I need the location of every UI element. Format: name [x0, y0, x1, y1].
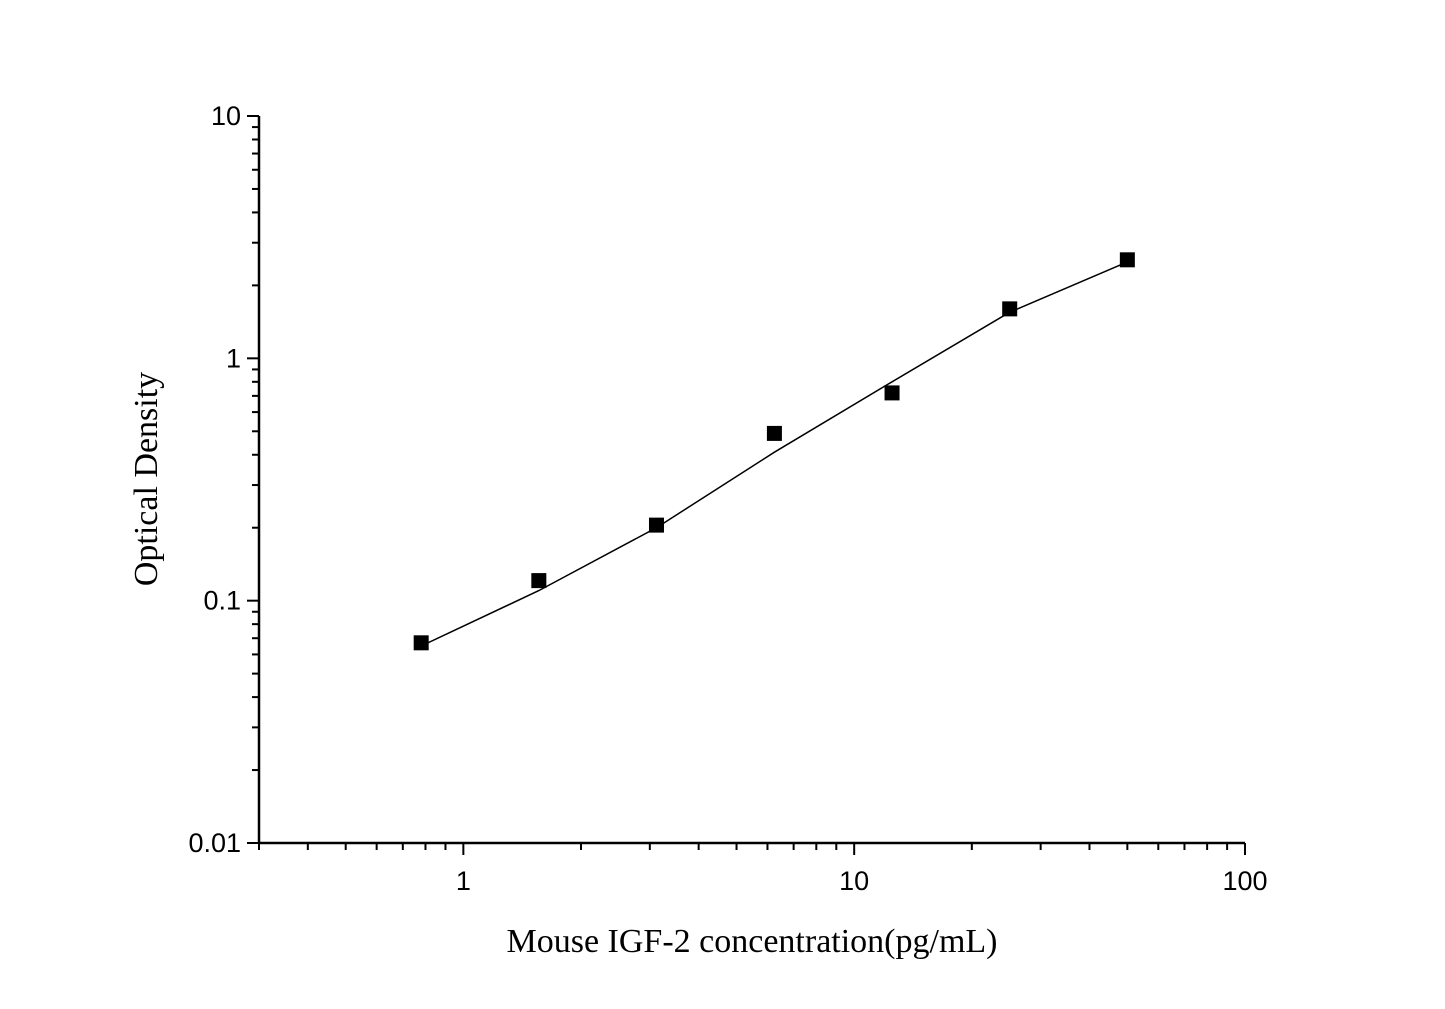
y-tick-label: 0.01	[188, 828, 241, 858]
plot-area: 1 10 100 0.01 0.1 1 10	[188, 101, 1267, 896]
data-point	[648, 517, 664, 533]
y-axis-title: Optical Density	[128, 372, 165, 586]
y-tick-label: 1	[226, 343, 241, 373]
x-tick-label: 100	[1222, 866, 1267, 896]
x-axis-title: Mouse IGF-2 concentration(pg/mL)	[507, 923, 998, 960]
data-point	[766, 425, 782, 441]
data-points	[413, 252, 1135, 651]
data-point	[413, 635, 429, 651]
x-tick-label: 1	[456, 866, 471, 896]
fit-line	[420, 261, 1128, 647]
x-tick-label: 10	[839, 866, 869, 896]
tick-labels: 1 10 100 0.01 0.1 1 10	[188, 101, 1267, 896]
y-tick-label: 10	[211, 101, 241, 131]
y-tick-label: 0.1	[203, 586, 241, 616]
axis-ticks	[247, 115, 1246, 855]
data-point	[884, 385, 900, 401]
data-point	[1002, 301, 1018, 317]
data-point	[1119, 252, 1135, 268]
data-point	[531, 573, 547, 589]
